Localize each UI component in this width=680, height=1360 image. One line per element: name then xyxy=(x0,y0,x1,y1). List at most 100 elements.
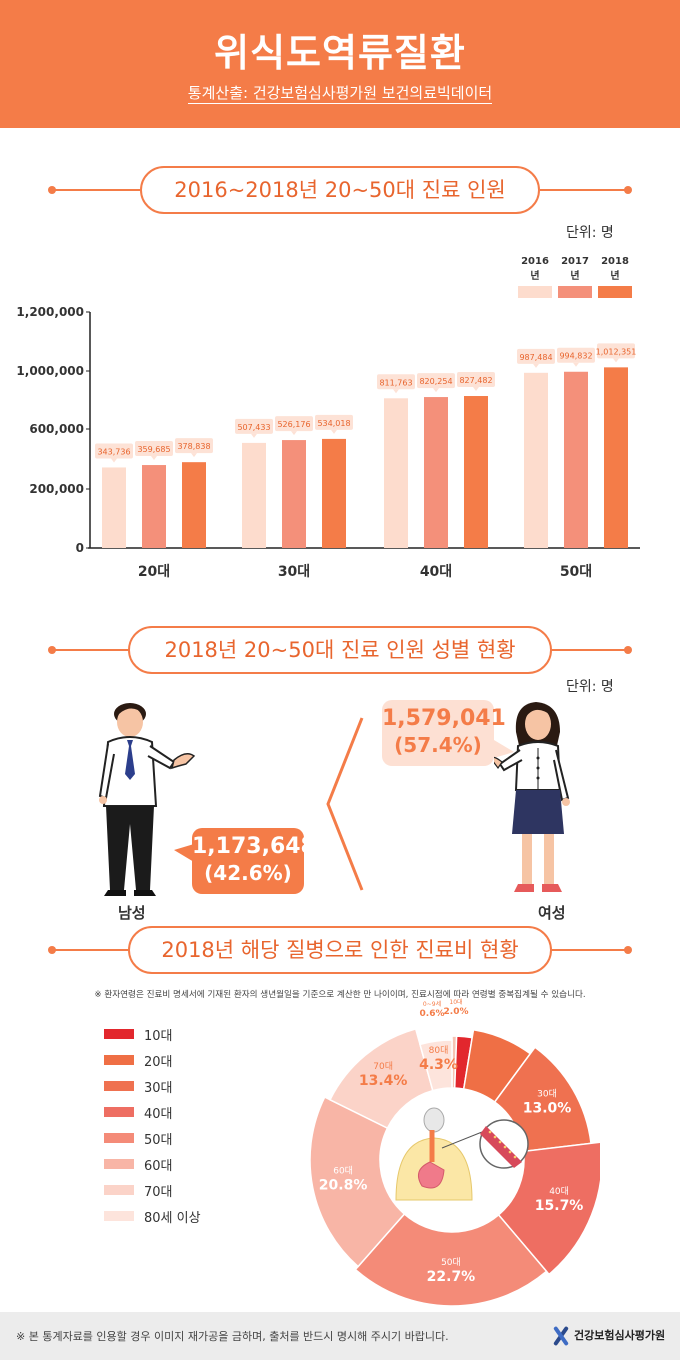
slice-age-label: 50대 xyxy=(441,1257,461,1268)
bar-20대-2017년 xyxy=(142,465,166,548)
value-label: 359,685 xyxy=(137,445,170,454)
value-label: 378,838 xyxy=(177,442,210,451)
bar-40대-2017년 xyxy=(424,397,448,548)
value-badge xyxy=(557,347,595,363)
age-legend-item: 20대 xyxy=(104,1051,264,1070)
section2-title: 2018년 20~50대 진료 인원 성별 현황 xyxy=(128,626,552,674)
legend-2016-label: 2016년 xyxy=(521,256,549,282)
legend-label: 60대 xyxy=(144,1159,173,1174)
legend-label: 10대 xyxy=(144,1029,173,1044)
age-legend-item: 30대 xyxy=(104,1077,264,1096)
bar-30대-2017년 xyxy=(282,440,306,548)
slice-age-label: 40대 xyxy=(549,1186,569,1197)
bar-chart: 0 200,000 600,000 1,000,000 1,200,000 343,736… xyxy=(16,305,640,580)
y-tick-label: 200,000 xyxy=(29,482,84,496)
slice-percent-label: 22.7% xyxy=(427,1269,476,1285)
value-badge xyxy=(95,443,133,459)
female-label: 여성 xyxy=(538,904,566,922)
value-badge xyxy=(417,373,455,389)
divider-dot xyxy=(624,646,632,654)
category-label: 20대 xyxy=(138,564,170,580)
female-count-bubble: 1,579,041 (57.4%) xyxy=(382,700,506,766)
slice-age-label: 80대 xyxy=(429,1045,449,1056)
legend-swatch xyxy=(104,1133,134,1143)
section3-title: 2018년 해당 질병으로 인한 진료비 현황 xyxy=(128,926,552,974)
value-badge-tail xyxy=(393,389,399,394)
legend-label: 30대 xyxy=(144,1081,173,1096)
female-percent: (57.4%) xyxy=(394,733,482,757)
slice-percent-label: 15.7% xyxy=(535,1198,584,1214)
age-legend-item: 40대 xyxy=(104,1103,264,1122)
value-badge-tail xyxy=(191,453,197,458)
divider xyxy=(540,949,628,951)
value-label: 343,736 xyxy=(97,447,130,456)
legend-2016: 2016년 xyxy=(518,256,552,298)
section2-unit: 단위: 명 xyxy=(566,679,614,695)
donut-slice-60대 xyxy=(309,1096,406,1268)
value-badge xyxy=(175,438,213,454)
legend-2017-label: 2017년 xyxy=(561,256,589,282)
bar-50대-2016년 xyxy=(524,372,548,548)
age-legend-item: 80세 이상 xyxy=(104,1207,264,1226)
value-label: 507,433 xyxy=(237,423,270,432)
value-badge xyxy=(315,414,353,430)
value-badge-tail xyxy=(331,429,337,434)
hira-logo-icon xyxy=(552,1325,570,1347)
age-legend-item: 70대 xyxy=(104,1181,264,1200)
value-badge-tail xyxy=(573,362,579,367)
slice-percent-label: 13.4% xyxy=(359,1073,408,1089)
y-tick-label: 0 xyxy=(76,541,84,555)
legend-label: 40대 xyxy=(144,1107,173,1122)
value-badge-tail xyxy=(291,431,297,436)
slice-percent-label: 0.6% xyxy=(420,1009,445,1019)
bar-20대-2016년 xyxy=(102,467,126,548)
legend-label: 20대 xyxy=(144,1055,173,1070)
bar-30대-2018년 xyxy=(322,438,346,548)
legend-swatch xyxy=(104,1055,134,1065)
value-badge-tail xyxy=(251,433,257,438)
category-label: 40대 xyxy=(420,564,452,580)
value-label: 534,018 xyxy=(317,419,350,428)
female-person-icon xyxy=(494,702,570,892)
y-tick-label: 1,200,000 xyxy=(16,305,84,319)
bar-40대-2016년 xyxy=(384,398,408,548)
male-label: 남성 xyxy=(118,904,146,922)
esophagus-stomach-icon xyxy=(395,1107,529,1201)
value-label: 526,176 xyxy=(277,420,310,429)
y-tick-label: 1,000,000 xyxy=(16,364,84,378)
section3-note: ※ 환자연령은 진료비 명세서에 기재된 환자의 생년월일을 기준으로 계산한 … xyxy=(94,990,586,1000)
source-line: 통계산출: 건강보험심사평가원 보건의료빅데이터 xyxy=(0,82,680,104)
bar-40대-2018년 xyxy=(464,396,488,548)
bar-50대-2018년 xyxy=(604,367,628,548)
value-badge xyxy=(597,343,635,359)
value-badge xyxy=(135,441,173,457)
female-count: 1,579,041 xyxy=(382,706,506,731)
divider xyxy=(52,189,140,191)
org-name: 건강보험심사평가원 xyxy=(574,1329,666,1342)
section1-title: 2016~2018년 20~50대 진료 인원 xyxy=(140,166,540,214)
value-badge xyxy=(235,418,273,434)
divider-dot xyxy=(48,946,56,954)
section1-heading: 2016~2018년 20~50대 진료 인원 xyxy=(0,162,680,218)
legend-2018-label: 2018년 xyxy=(601,256,629,282)
male-bubble-tail xyxy=(174,844,194,862)
value-label: 820,254 xyxy=(419,377,452,386)
less-than-icon xyxy=(326,717,364,891)
legend-label: 50대 xyxy=(144,1133,173,1148)
female-bubble-tail xyxy=(494,740,514,758)
slice-age-label: 60대 xyxy=(333,1165,353,1176)
divider-dot xyxy=(48,646,56,654)
slice-percent-label: 13.0% xyxy=(523,1101,572,1117)
male-person-icon xyxy=(98,703,196,896)
legend-swatch xyxy=(558,286,592,298)
age-legend-item: 60대 xyxy=(104,1155,264,1174)
value-label: 827,482 xyxy=(459,376,492,385)
divider xyxy=(540,649,628,651)
value-badge-tail xyxy=(111,458,117,463)
slice-age-label: 30대 xyxy=(537,1089,557,1100)
slice-age-label: 0~9세 xyxy=(423,1000,441,1008)
slice-age-label: 10대 xyxy=(449,998,462,1006)
section2-heading: 2018년 20~50대 진료 인원 성별 현황 xyxy=(0,622,680,678)
section1-unit: 단위: 명 xyxy=(566,225,614,241)
